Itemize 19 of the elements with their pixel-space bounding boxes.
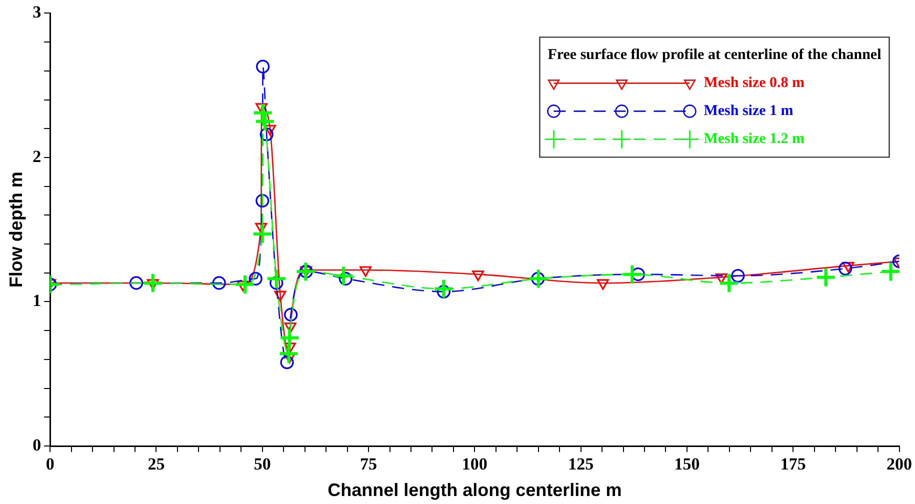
y-tick-label: 0: [32, 435, 42, 454]
legend-label: Mesh size 1.2 m: [704, 131, 806, 148]
legend-title: Free surface flow profile at centerline of the channel: [548, 47, 882, 64]
x-axis-title: Channel length along centerline m: [328, 480, 622, 500]
y-tick-label: 1: [32, 291, 42, 310]
x-tick-label: 100: [462, 454, 488, 474]
y-tick-label: 3: [32, 2, 42, 22]
x-tick-label: 150: [674, 454, 700, 474]
x-tick-label: 200: [886, 454, 912, 474]
x-tick-label: 25: [148, 454, 165, 474]
y-tick-label: 2: [32, 146, 42, 166]
legend-label: Mesh size 0.8 m: [704, 75, 806, 92]
x-tick-label: 175: [780, 454, 806, 474]
x-tick-label: 0: [46, 454, 54, 474]
x-tick-label: 50: [254, 454, 271, 474]
legend-label: Mesh size 1 m: [704, 103, 794, 120]
x-tick-label: 125: [568, 454, 594, 474]
y-axis-title: Flow depth m: [6, 172, 26, 288]
x-tick-label: 75: [360, 454, 378, 474]
